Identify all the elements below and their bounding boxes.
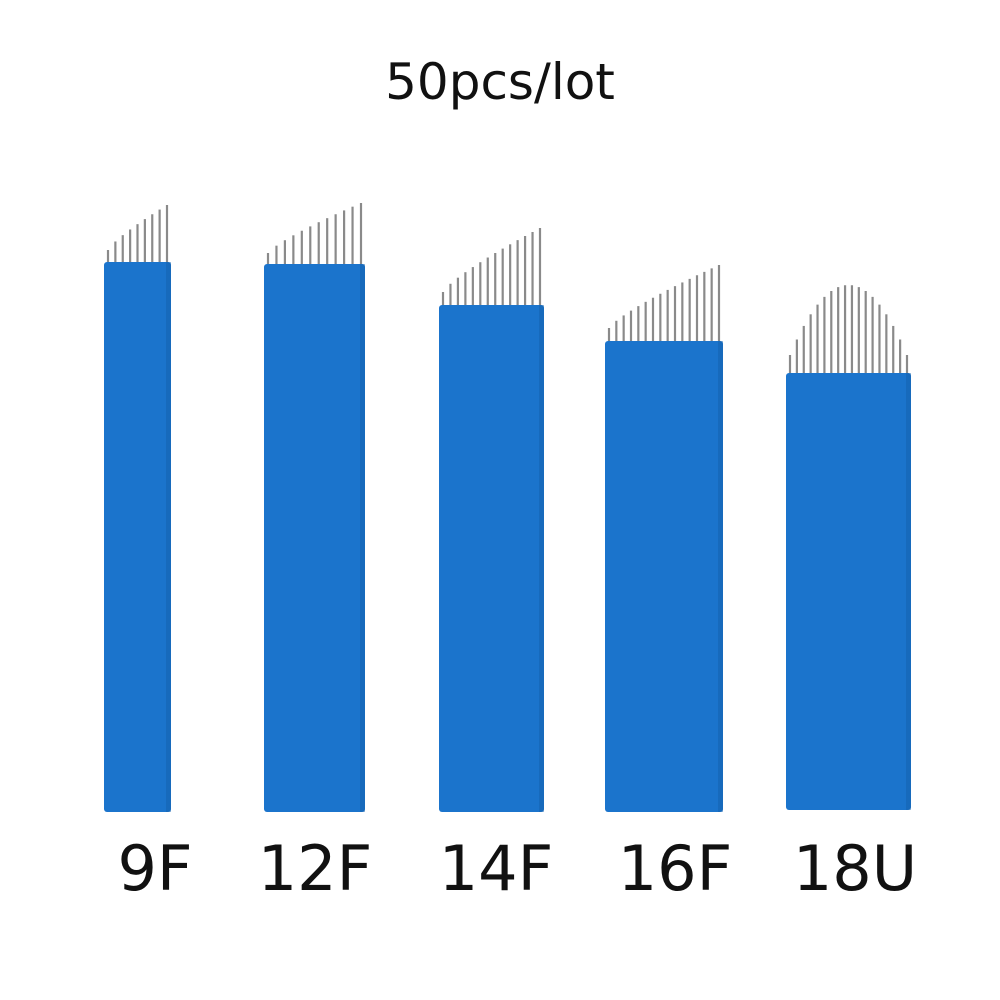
blade-needles bbox=[788, 285, 909, 375]
blade-needles bbox=[607, 265, 721, 343]
blade-edge-shade bbox=[906, 373, 911, 810]
blade-9f bbox=[104, 205, 171, 812]
blade-18u bbox=[786, 285, 911, 810]
blade-16f bbox=[605, 265, 723, 812]
page-title: 50pcs/lot bbox=[385, 53, 615, 111]
blade-body bbox=[605, 341, 723, 812]
blade-needles bbox=[266, 203, 363, 266]
blade-edge-shade bbox=[539, 305, 544, 812]
blade-body bbox=[264, 264, 365, 812]
blade-label-12f: 12F bbox=[257, 832, 373, 905]
blade-body bbox=[439, 305, 544, 812]
blade-label-16f: 16F bbox=[617, 832, 733, 905]
blade-edge-shade bbox=[166, 262, 171, 812]
blade-edge-shade bbox=[718, 341, 723, 812]
blade-edge-shade bbox=[360, 264, 365, 812]
blade-label-18u: 18U bbox=[792, 832, 918, 905]
blade-12f bbox=[264, 203, 365, 812]
blade-body bbox=[104, 262, 171, 812]
blade-label-9f: 9F bbox=[117, 832, 193, 905]
blade-body bbox=[786, 373, 911, 810]
blade-needles bbox=[441, 228, 542, 307]
blade-14f bbox=[439, 228, 544, 812]
blade-label-14f: 14F bbox=[438, 832, 554, 905]
blade-needles bbox=[106, 205, 169, 264]
